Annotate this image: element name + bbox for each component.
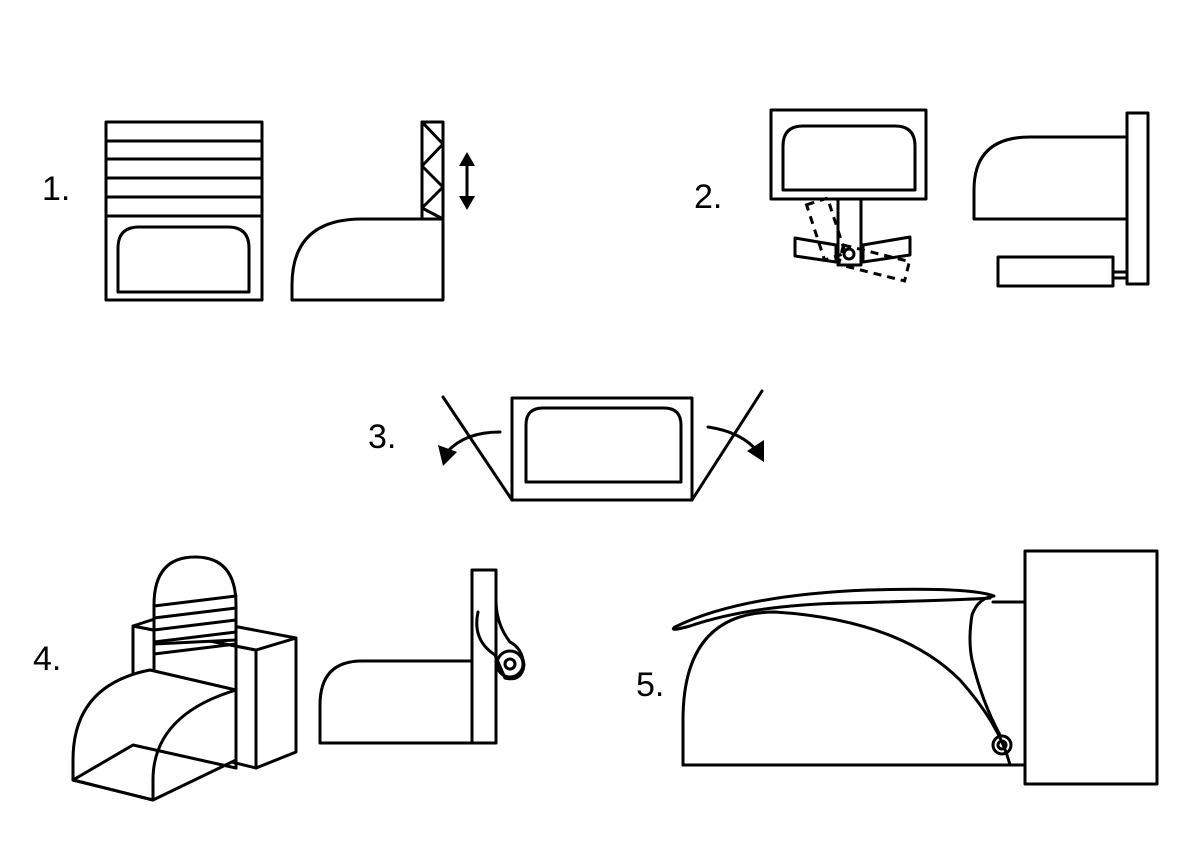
- diagram-5-number: 5.: [636, 666, 665, 704]
- diagram-1-drawing: [104, 120, 475, 302]
- diagram-4-number: 4.: [33, 640, 62, 678]
- diagram-4-drawing: [71, 555, 526, 802]
- diagram-2-number: 2.: [694, 178, 723, 216]
- side-view-with-zigzag-slats: [290, 120, 445, 302]
- diagram-5-drawing: [671, 549, 1159, 786]
- left-rotate-arrow-icon: [438, 430, 502, 466]
- diagram-3-number: 3.: [368, 418, 397, 456]
- double-arrow-icon: [459, 152, 475, 210]
- slatted-front-view: [104, 120, 264, 302]
- isometric-view: [71, 555, 298, 802]
- front-view-pivot: [769, 108, 928, 283]
- diagram-3-drawing: [438, 389, 764, 502]
- right-rotate-arrow-icon: [706, 425, 764, 462]
- side-view-panel: [972, 111, 1150, 288]
- side-view-with-hinge: [318, 568, 526, 745]
- diagram-1-number: 1.: [42, 170, 71, 208]
- diagram-2-drawing: [769, 108, 1150, 288]
